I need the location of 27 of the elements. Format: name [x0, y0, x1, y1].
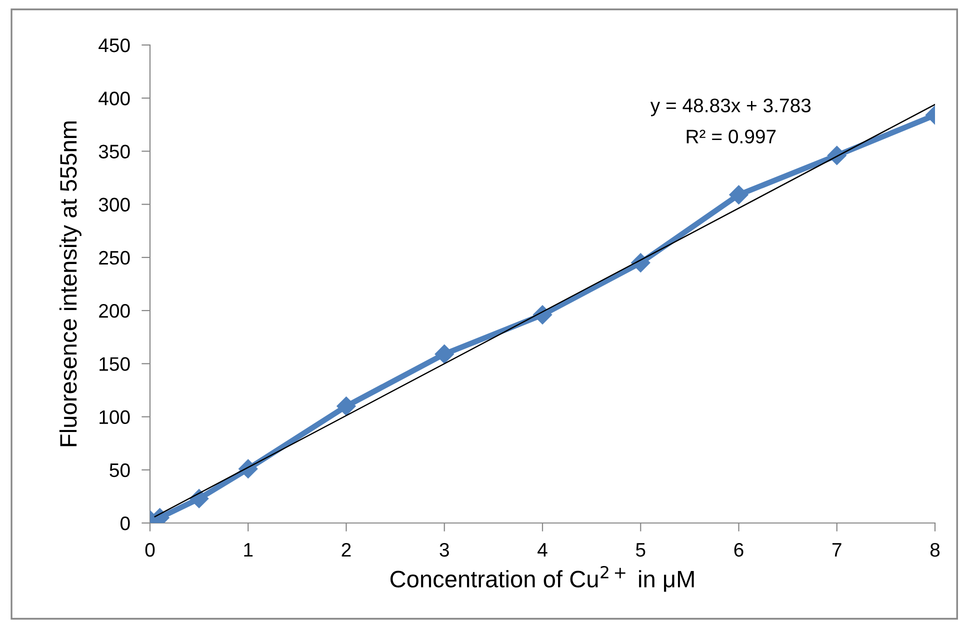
- x-tick-label: 7: [832, 543, 842, 557]
- y-tick-label: 200: [99, 304, 130, 318]
- x-tick-label: 4: [538, 543, 548, 557]
- x-axis-title: Concentration of Cu$^{2+}$ in μM: [390, 566, 694, 592]
- y-axis-title: Fluoresence intensity at 555nm: [59, 121, 82, 446]
- y-tick-label: 100: [100, 410, 130, 424]
- y-tick-label: 350: [98, 144, 130, 158]
- x-tick-label: 2: [342, 542, 351, 557]
- y-tick-label: 300: [98, 198, 130, 212]
- y-tick-label: 150: [100, 357, 130, 371]
- point: [190, 489, 209, 508]
- annotation: y = 48.83x + 3.783: [650, 98, 811, 116]
- x-tick-label: 1: [244, 543, 253, 557]
- point: [434, 344, 454, 364]
- annotation: R² = 0.997: [686, 130, 776, 144]
- y-tick-label: 250: [99, 250, 130, 265]
- x-tick-label: 6: [734, 542, 744, 557]
- x-tick-label: 8: [930, 542, 940, 557]
- x-tick-label: 5: [636, 543, 646, 557]
- x-tick-label: 0: [145, 542, 155, 557]
- y-tick-label: 400: [98, 92, 130, 106]
- point: [729, 185, 748, 204]
- point: [336, 396, 356, 416]
- x-tick-label: 3: [440, 542, 449, 557]
- y-tick-label: 450: [98, 38, 130, 52]
- y-tick-label: 0: [120, 516, 130, 530]
- y-tick-label: 50: [110, 463, 130, 478]
